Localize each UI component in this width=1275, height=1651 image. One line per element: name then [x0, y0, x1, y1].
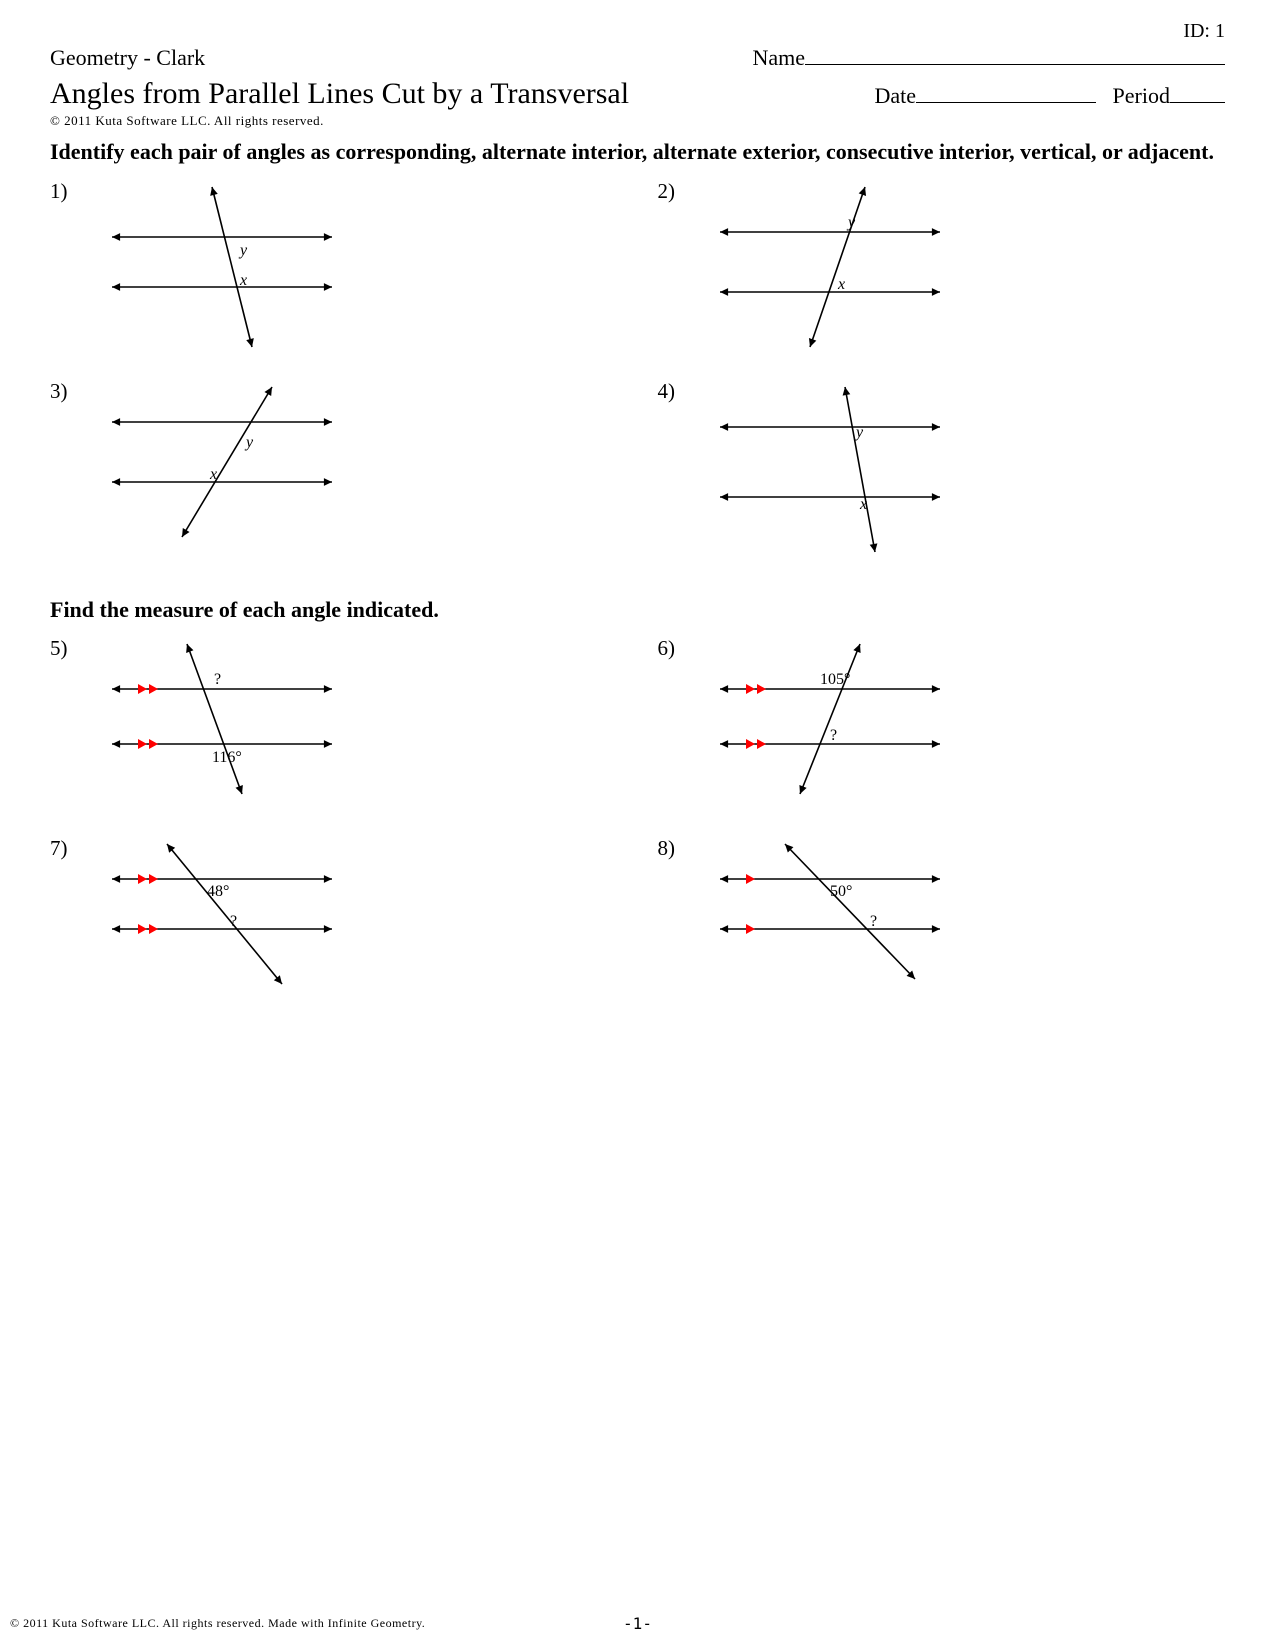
diagram-svg: yx — [690, 177, 970, 367]
svg-text:?: ? — [214, 671, 221, 688]
problem-number: 1) — [50, 177, 82, 204]
problem-diagram: yx — [82, 177, 362, 367]
svg-text:y: y — [238, 242, 248, 259]
svg-text:?: ? — [230, 913, 237, 930]
diagram-svg: yx — [82, 377, 362, 567]
problem-number: 8) — [658, 834, 690, 861]
svg-text:x: x — [859, 496, 867, 513]
page-number: -1- — [623, 1614, 652, 1633]
header-top: Geometry - Clark Name — [50, 45, 1225, 71]
copyright-line: © 2011 Kuta Software LLC. All rights res… — [50, 113, 1225, 129]
problem: 3) yx — [50, 377, 618, 567]
date-period: Date Period — [875, 83, 1225, 109]
svg-text:x: x — [209, 466, 217, 483]
svg-text:50°: 50° — [830, 883, 852, 900]
problem-number: 6) — [658, 634, 690, 661]
problems-grid-2: 5) ? 116° 6) 105°? 7) 48°? 8) 50°? — [50, 634, 1225, 1024]
problem-number: 7) — [50, 834, 82, 861]
diagram-svg: yx — [82, 177, 362, 367]
diagram-svg: yx — [690, 377, 970, 567]
problem: 6) 105°? — [658, 634, 1226, 824]
problem-diagram: ? 116° — [82, 634, 362, 824]
svg-text:y: y — [846, 214, 856, 231]
problem: 8) 50°? — [658, 834, 1226, 1024]
course-name: Geometry - Clark — [50, 45, 205, 71]
problem-number: 3) — [50, 377, 82, 404]
page-footer: © 2011 Kuta Software LLC. All rights res… — [10, 1616, 1225, 1631]
problem-diagram: yx — [690, 177, 970, 367]
problem-number: 2) — [658, 177, 690, 204]
worksheet-title: Angles from Parallel Lines Cut by a Tran… — [50, 77, 629, 111]
svg-text:y: y — [244, 434, 254, 451]
problem-diagram: yx — [690, 377, 970, 567]
name-field: Name — [752, 45, 1225, 71]
problem-number: 4) — [658, 377, 690, 404]
problem-diagram: 48°? — [82, 834, 362, 1024]
svg-text:x: x — [239, 272, 247, 289]
diagram-svg: 48°? — [82, 834, 362, 1024]
problem: 1) yx — [50, 177, 618, 367]
svg-text:?: ? — [830, 727, 837, 744]
date-label: Date — [875, 83, 917, 108]
title-row: Angles from Parallel Lines Cut by a Tran… — [50, 77, 1225, 111]
diagram-svg: 105°? — [690, 634, 970, 824]
svg-text:y: y — [854, 424, 864, 441]
diagram-svg: ? 116° — [82, 634, 362, 824]
instructions-2: Find the measure of each angle indicated… — [50, 595, 1225, 625]
svg-text:48°: 48° — [207, 883, 229, 900]
name-label: Name — [752, 45, 805, 70]
period-label: Period — [1113, 83, 1170, 108]
worksheet-page: ID: 1 Geometry - Clark Name Angles from … — [0, 0, 1275, 1651]
svg-text:x: x — [837, 276, 845, 293]
svg-text:?: ? — [870, 913, 877, 930]
problem-number: 5) — [50, 634, 82, 661]
problem: 4) yx — [658, 377, 1226, 567]
problem: 2) yx — [658, 177, 1226, 367]
problem: 7) 48°? — [50, 834, 618, 1024]
problems-grid-1: 1) yx 2) yx 3) yx 4) yx — [50, 177, 1225, 567]
svg-text:116°: 116° — [212, 749, 242, 766]
diagram-svg: 50°? — [690, 834, 970, 1024]
problem-diagram: 50°? — [690, 834, 970, 1024]
instructions-1: Identify each pair of angles as correspo… — [50, 137, 1225, 167]
problem: 5) ? 116° — [50, 634, 618, 824]
footer-copyright: © 2011 Kuta Software LLC. All rights res… — [10, 1616, 425, 1631]
id-label: ID: 1 — [50, 20, 1225, 43]
svg-text:105°: 105° — [820, 671, 850, 688]
problem-diagram: 105°? — [690, 634, 970, 824]
problem-diagram: yx — [82, 377, 362, 567]
